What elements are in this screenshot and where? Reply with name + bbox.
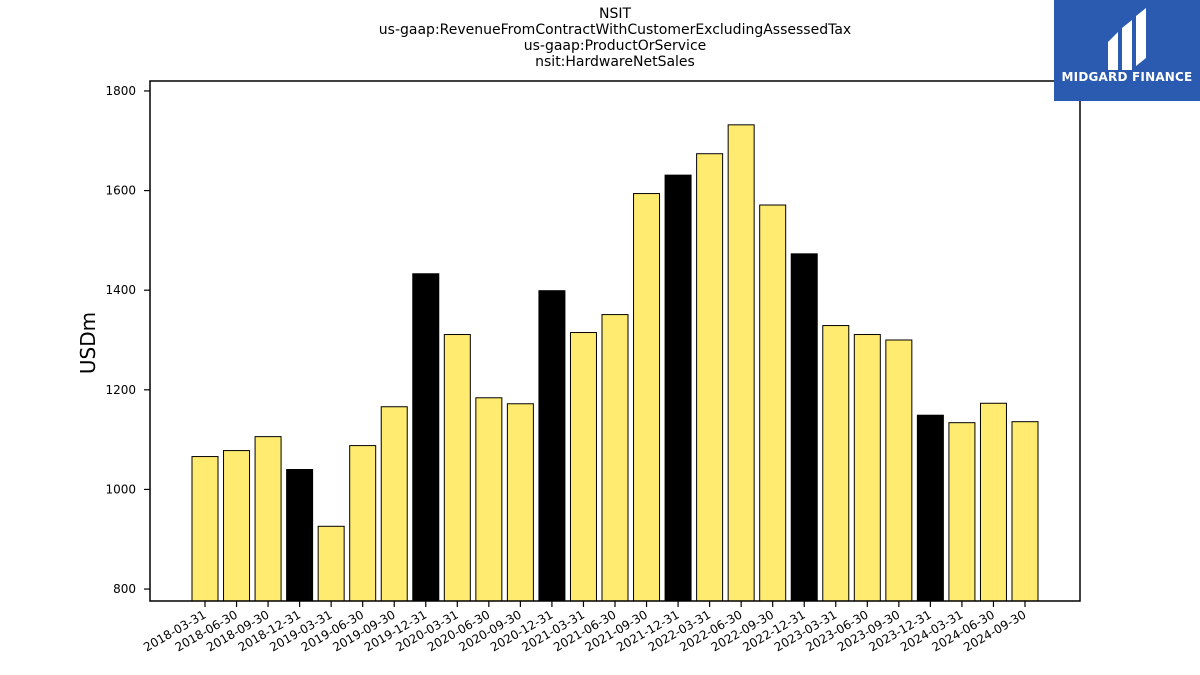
- bar-2019-06-30: [349, 445, 377, 602]
- bar-2019-09-30: [380, 406, 408, 602]
- bar-2020-03-31: [443, 334, 471, 602]
- y-tick-label-1600: 1600: [105, 184, 136, 198]
- bar-2023-12-31: [916, 414, 944, 602]
- bar-2022-12-31: [790, 253, 818, 602]
- bar-2019-03-31: [317, 525, 345, 602]
- title-line-axis: us-gaap:ProductOrService: [523, 38, 707, 54]
- logo-mark-icon: [1108, 8, 1146, 70]
- bar-2021-06-30: [601, 314, 629, 602]
- y-tick-label-1000: 1000: [105, 482, 136, 496]
- bar-2018-12-31: [286, 469, 314, 602]
- bar-2023-03-31: [822, 325, 850, 602]
- bar-2022-06-30: [727, 124, 755, 602]
- y-tick-label-1400: 1400: [105, 283, 136, 297]
- bar-2020-12-31: [538, 290, 566, 602]
- bar-2024-06-30: [979, 402, 1007, 602]
- bar-2024-09-30: [1011, 421, 1039, 602]
- y-tick-label-1800: 1800: [105, 84, 136, 98]
- bar-2022-03-31: [696, 153, 724, 602]
- y-tick-label-1200: 1200: [105, 383, 136, 397]
- bar-2022-09-30: [759, 204, 787, 602]
- bar-2018-03-31: [191, 456, 219, 602]
- title-line-concept: us-gaap:RevenueFromContractWithCustomerE…: [378, 22, 852, 38]
- bar-2023-06-30: [853, 334, 881, 602]
- bar-2021-03-31: [569, 332, 597, 602]
- y-tick-label-800: 800: [113, 582, 136, 596]
- title-line-member: nsit:HardwareNetSales: [535, 54, 695, 70]
- bar-2019-12-31: [412, 273, 440, 602]
- chart-title: NSIT us-gaap:RevenueFromContractWithCust…: [0, 6, 1200, 70]
- bar-2021-09-30: [633, 193, 661, 602]
- logo-text: MIDGARD FINANCE: [1061, 70, 1193, 84]
- midgard-finance-logo: MIDGARD FINANCE: [1054, 0, 1200, 101]
- bar-2021-12-31: [664, 174, 692, 602]
- bar-2018-09-30: [254, 436, 282, 602]
- title-line-ticker: NSIT: [598, 6, 632, 22]
- bar-2020-09-30: [506, 403, 534, 602]
- bar-2018-06-30: [223, 450, 251, 602]
- bar-2023-09-30: [885, 339, 913, 602]
- bar-2020-06-30: [475, 397, 503, 602]
- y-axis-label: USDm: [76, 312, 100, 374]
- bar-2024-03-31: [948, 422, 976, 602]
